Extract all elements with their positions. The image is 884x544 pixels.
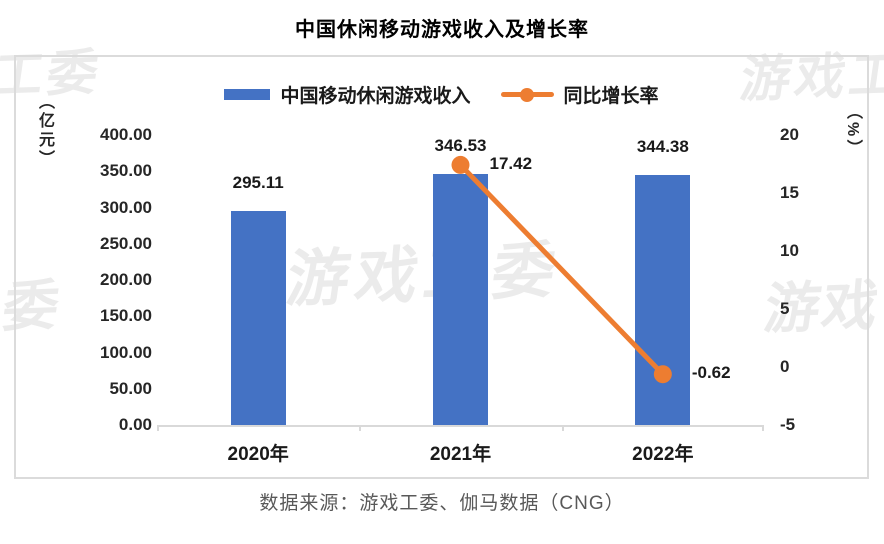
left-axis-tick: 300.00 <box>100 197 152 217</box>
left-axis-tick: 150.00 <box>100 306 152 326</box>
x-axis-tick <box>157 425 159 431</box>
right-axis-tick: -5 <box>780 415 796 434</box>
bar-value-label: 344.38 <box>636 137 689 157</box>
left-axis-tick: 50.00 <box>109 378 152 398</box>
x-axis-line <box>157 425 764 427</box>
right-axis-tick: 5 <box>780 299 790 318</box>
x-axis-label: 2020年 <box>227 444 289 465</box>
legend-item-revenue: 中国移动休闲游戏收入 <box>224 81 471 108</box>
legend-line-marker-icon <box>520 87 534 102</box>
growth-line <box>458 163 665 376</box>
growth-value-label: 17.42 <box>489 153 533 173</box>
growth-value-label: -0.62 <box>691 363 731 383</box>
x-axis-label: 2022年 <box>632 444 694 465</box>
legend-item-growth: 同比增长率 <box>500 81 659 108</box>
legend: 中国移动休闲游戏收入 同比增长率 <box>16 81 867 108</box>
legend-bar-swatch <box>224 89 271 100</box>
left-axis-tick: 350.00 <box>100 161 152 181</box>
x-axis-tick <box>762 425 764 431</box>
chart-title: 中国休闲移动游戏收入及增长率 <box>295 19 589 41</box>
left-axis-tick: 250.00 <box>100 233 152 253</box>
right-axis-tick: 20 <box>780 125 799 144</box>
right-axis-tick: 10 <box>780 241 799 260</box>
chart-area: 中国移动休闲游戏收入 同比增长率 （亿元） （%） 400.00 350.00 30… <box>14 55 869 479</box>
left-axis-tick: 400.00 <box>100 125 152 144</box>
left-axis-tick: 100.00 <box>100 342 152 362</box>
right-axis-tick: 15 <box>780 183 799 202</box>
left-axis-unit: （亿元） <box>36 93 53 169</box>
growth-point-marker <box>451 155 470 174</box>
left-axis-tick: 0.00 <box>118 415 152 434</box>
x-axis-tick <box>359 425 362 431</box>
right-axis-unit: （%） <box>844 103 861 159</box>
bar-2022年 <box>635 175 691 425</box>
bar-value-label: 346.53 <box>434 135 487 155</box>
legend-label-revenue: 中国移动休闲游戏收入 <box>280 86 471 107</box>
right-axis-tick: 0 <box>780 357 790 376</box>
legend-label-growth: 同比增长率 <box>563 86 659 107</box>
legend-line-swatch <box>500 87 554 102</box>
x-axis-tick <box>561 425 564 431</box>
data-source: 数据来源：游戏工委、伽马数据（CNG） <box>259 493 625 514</box>
bar-2021年 <box>433 173 488 425</box>
x-axis-label: 2021年 <box>429 444 492 465</box>
bar-value-label: 295.11 <box>232 173 284 193</box>
left-axis-tick: 200.00 <box>100 270 152 289</box>
bar-2020年 <box>230 211 286 425</box>
